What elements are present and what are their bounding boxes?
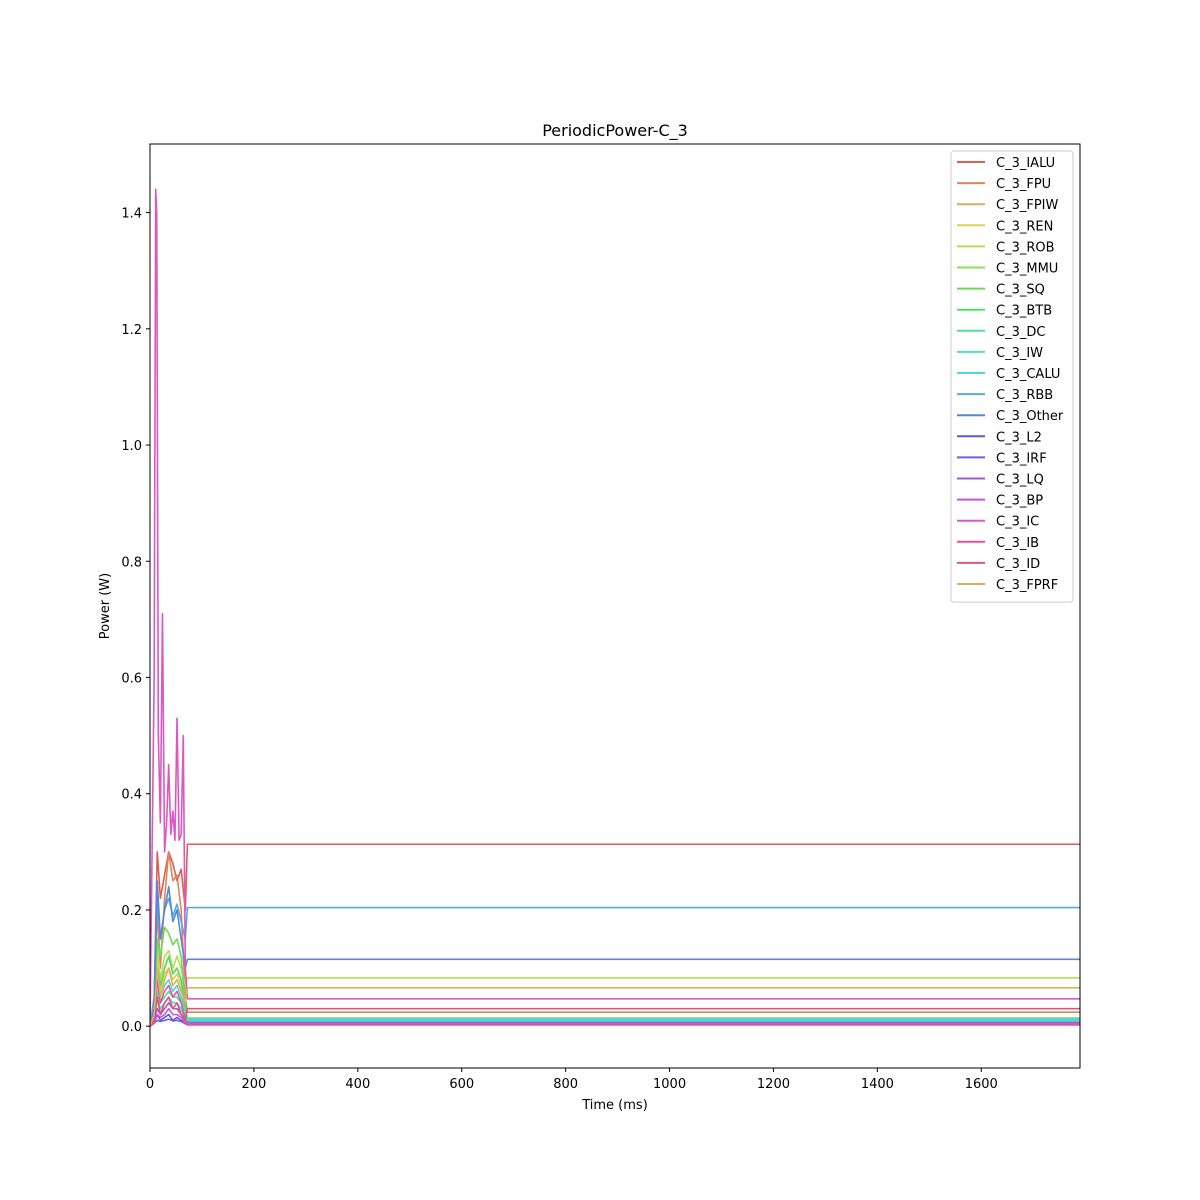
x-tick-label: 1000 xyxy=(653,1077,686,1092)
plot-frame xyxy=(149,143,1081,1069)
y-tick-label: 0.4 xyxy=(121,788,142,803)
series-line-C_3_IALU xyxy=(150,843,1080,1027)
y-tick-label: 1.0 xyxy=(121,439,142,454)
legend-box xyxy=(950,150,1074,603)
x-tick-label: 0 xyxy=(146,1077,154,1092)
series-line-C_3_FPRF xyxy=(150,967,1080,1027)
y-tick-label: 1.2 xyxy=(121,323,142,338)
legend-entry-label: C_3_ID xyxy=(996,557,1040,572)
legend-entry-label: C_3_FPIW xyxy=(996,198,1058,213)
axes: 0 200 400 600 800 1000 1200 1400 1600 0.0 0.2 0.4 0.… xyxy=(121,207,998,1092)
legend-entry-label: C_3_LQ xyxy=(996,473,1044,488)
legend-entry-label: C_3_IC xyxy=(996,515,1039,530)
legend-entry-label: C_3_IALU xyxy=(996,156,1055,171)
x-tick-label: 600 xyxy=(449,1077,474,1092)
legend-entry-label: C_3_IRF xyxy=(996,451,1047,466)
legend-entry-label: C_3_IB xyxy=(996,536,1039,551)
legend-entry-label: C_3_REN xyxy=(996,219,1053,234)
legend-entry-label: C_3_DC xyxy=(996,325,1045,340)
legend-entry-label: C_3_SQ xyxy=(996,283,1045,298)
y-tick-label: 0.2 xyxy=(121,904,142,919)
y-tick-label: 0.8 xyxy=(121,555,142,570)
legend-entry-label: C_3_BTB xyxy=(996,304,1052,319)
series-line-C_3_IC xyxy=(150,188,1080,1027)
legend-entry-label: C_3_RBB xyxy=(996,388,1053,403)
series-line-C_3_SQ xyxy=(150,926,1080,1027)
x-tick-label: 1200 xyxy=(757,1077,790,1092)
legend-entry-label: C_3_BP xyxy=(996,494,1043,509)
x-tick-label: 1400 xyxy=(861,1077,894,1092)
plot-area xyxy=(150,188,1080,1027)
legend-entry-label: C_3_FPU xyxy=(996,177,1051,192)
series-line-C_3_BP xyxy=(150,1007,1080,1027)
y-tick-label: 1.4 xyxy=(121,207,142,222)
legend-entry-label: C_3_MMU xyxy=(996,262,1058,277)
series-line-C_3_ID xyxy=(150,996,1080,1027)
x-tick-label: 400 xyxy=(345,1077,370,1092)
legend-entry-label: C_3_IW xyxy=(996,346,1043,361)
x-axis-label: Time (ms) xyxy=(581,1098,648,1113)
legend-entry-label: C_3_L2 xyxy=(996,430,1042,445)
legend-entry-label: C_3_ROB xyxy=(996,240,1055,255)
legend-entry-label: C_3_FPRF xyxy=(996,578,1058,593)
legend: C_3_IALU C_3_FPU C_3_FPIW C_3_REN C_3_ROB C_3… xyxy=(950,150,1074,603)
chart-title: PeriodicPower-C_3 xyxy=(542,121,688,141)
legend-entry-label: C_3_CALU xyxy=(996,367,1060,382)
y-tick-label: 0.6 xyxy=(121,671,142,686)
x-tick-label: 800 xyxy=(553,1077,578,1092)
legend-entry-label: C_3_Other xyxy=(996,409,1064,424)
y-tick-label: 0.0 xyxy=(121,1020,142,1035)
x-tick-label: 1600 xyxy=(965,1077,998,1092)
x-tick-label: 200 xyxy=(241,1077,266,1092)
y-axis-label: Power (W) xyxy=(98,573,113,639)
